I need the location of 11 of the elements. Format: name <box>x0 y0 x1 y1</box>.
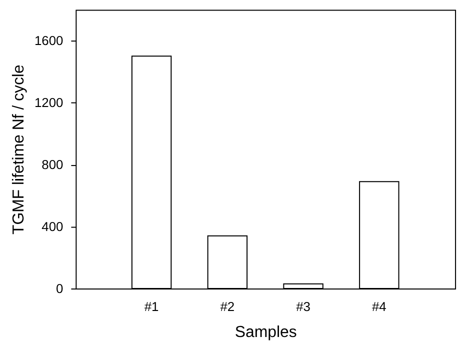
y-axis-title: TGMF lifetime Nf / cycle <box>10 64 28 235</box>
x-tick-label: #2 <box>220 298 235 314</box>
x-tick-label: #4 <box>372 298 386 314</box>
y-tick-label: 400 <box>42 219 64 234</box>
y-tick-label: 1600 <box>34 33 64 48</box>
y-tick-label: 1200 <box>34 95 64 110</box>
y-tick-label: 0 <box>56 280 64 296</box>
y-tick-label: 800 <box>42 157 64 172</box>
x-axis-title: Samples <box>234 324 297 341</box>
x-tick-label: #1 <box>144 298 159 314</box>
x-tick-label: #3 <box>296 298 310 314</box>
